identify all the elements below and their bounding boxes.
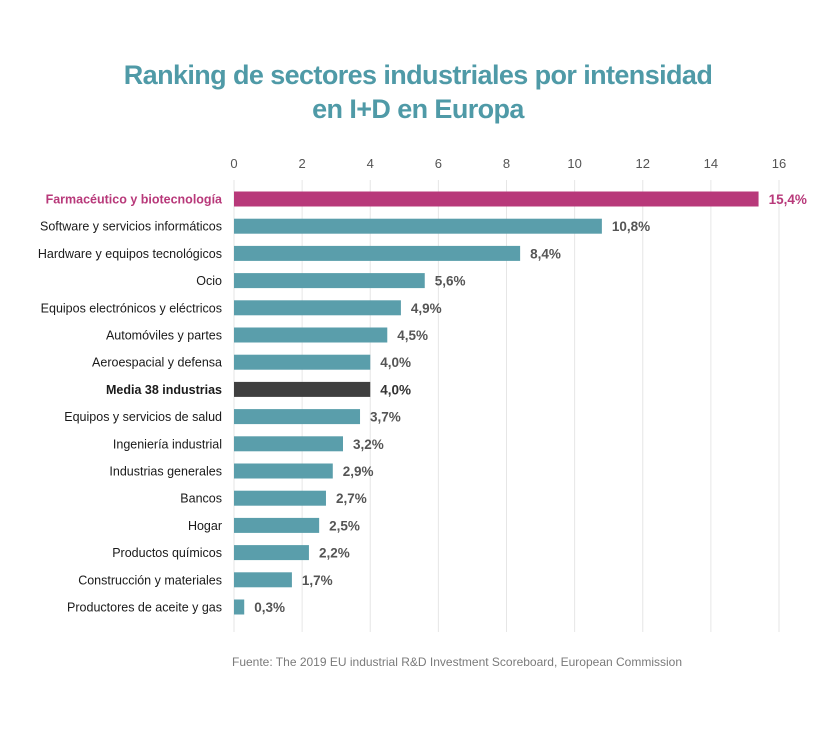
category-label: Bancos: [180, 492, 222, 506]
value-label: 4,0%: [380, 382, 411, 397]
value-label: 2,5%: [329, 518, 360, 533]
category-label: Automóviles y partes: [106, 329, 222, 343]
x-tick-label: 10: [567, 156, 581, 171]
value-label: 5,6%: [435, 274, 466, 289]
value-label: 3,2%: [353, 437, 384, 452]
value-label: 2,9%: [343, 464, 374, 479]
category-label: Ingeniería industrial: [113, 437, 222, 451]
value-label: 2,2%: [319, 546, 350, 561]
chart-title: Ranking de sectores industriales por int…: [0, 58, 836, 126]
x-tick-label: 8: [503, 156, 510, 171]
bar: [234, 327, 388, 343]
bar-chart: 0 2 4 6 8 10 12 14 16 Farmacéutico y biotecnologí…: [38, 156, 807, 632]
category-label: Media 38 industrias: [106, 383, 222, 397]
category-label: Hogar: [188, 519, 222, 533]
category-label: Equipos electrónicos y eléctricos: [41, 301, 222, 315]
value-label: 0,3%: [254, 600, 285, 615]
category-label: Ocio: [196, 274, 222, 288]
bar: [234, 273, 425, 289]
chart-title-line-1: Ranking de sectores industriales por int…: [123, 60, 713, 90]
value-label: 8,4%: [530, 246, 561, 261]
bar: [234, 191, 759, 207]
value-label: 4,9%: [411, 301, 442, 316]
category-label: Productores de aceite y gas: [67, 601, 222, 615]
bar: [234, 545, 309, 561]
bar: [234, 409, 361, 425]
category-label: Industrias generales: [109, 465, 222, 479]
value-label: 3,7%: [370, 410, 401, 425]
value-label: 10,8%: [612, 219, 650, 234]
value-label: 15,4%: [769, 192, 807, 207]
chart-title-line-2: en I+D en Europa: [312, 94, 524, 124]
category-label: Construcción y materiales: [78, 573, 222, 587]
value-label: 1,7%: [302, 573, 333, 588]
category-label: Aeroespacial y defensa: [92, 356, 222, 370]
x-tick-label: 14: [704, 156, 718, 171]
bar: [234, 300, 401, 316]
x-tick-label: 6: [435, 156, 442, 171]
bar: [234, 463, 333, 479]
bar: [234, 381, 371, 397]
category-label: Farmacéutico y biotecnología: [46, 193, 223, 207]
category-label: Equipos y servicios de salud: [64, 410, 222, 424]
bar: [234, 436, 343, 452]
bar: [234, 354, 371, 370]
x-tick-label: 2: [299, 156, 306, 171]
x-tick-label: 16: [772, 156, 786, 171]
value-label: 2,7%: [336, 491, 367, 506]
value-label: 4,0%: [380, 355, 411, 370]
bar: [234, 572, 292, 588]
bar: [234, 490, 326, 506]
bar: [234, 245, 521, 261]
x-tick-label: 4: [367, 156, 374, 171]
category-label: Productos químicos: [112, 546, 222, 560]
value-label: 4,5%: [397, 328, 428, 343]
x-tick-label: 12: [636, 156, 650, 171]
category-label: Hardware y equipos tecnológicos: [38, 247, 222, 261]
bar: [234, 517, 320, 533]
source-note: Fuente: The 2019 EU industrial R&D Inves…: [232, 655, 683, 669]
bar: [234, 599, 245, 615]
bar: [234, 218, 602, 234]
category-label: Software y servicios informáticos: [40, 220, 222, 234]
x-tick-label: 0: [230, 156, 237, 171]
